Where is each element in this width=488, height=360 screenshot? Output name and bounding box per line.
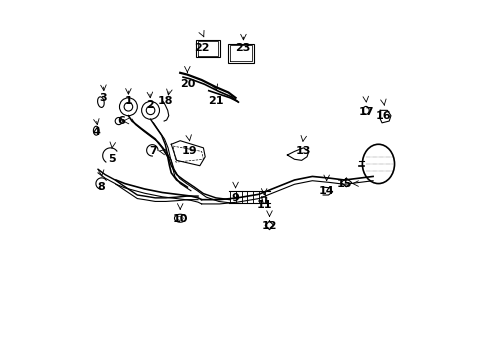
Text: 17: 17 (358, 107, 373, 117)
Text: 20: 20 (179, 78, 195, 89)
Text: 18: 18 (158, 96, 173, 107)
Text: 19: 19 (181, 147, 197, 157)
Text: 6: 6 (117, 116, 125, 126)
Text: 8: 8 (98, 182, 105, 192)
Text: 7: 7 (149, 147, 157, 157)
Text: 14: 14 (318, 186, 334, 196)
Text: 12: 12 (261, 221, 277, 231)
Text: 13: 13 (295, 147, 310, 157)
Text: 3: 3 (100, 93, 107, 103)
Text: 16: 16 (375, 111, 391, 121)
Text: 1: 1 (124, 96, 132, 107)
Text: 21: 21 (208, 96, 223, 107)
Text: 9: 9 (231, 193, 239, 203)
Text: 11: 11 (256, 200, 271, 210)
Text: 2: 2 (145, 100, 153, 110)
Text: 22: 22 (193, 43, 209, 53)
Text: 23: 23 (235, 43, 250, 53)
Text: 5: 5 (108, 154, 116, 163)
Text: 15: 15 (336, 179, 351, 189)
Text: 10: 10 (172, 214, 187, 224)
Text: 4: 4 (92, 127, 100, 137)
